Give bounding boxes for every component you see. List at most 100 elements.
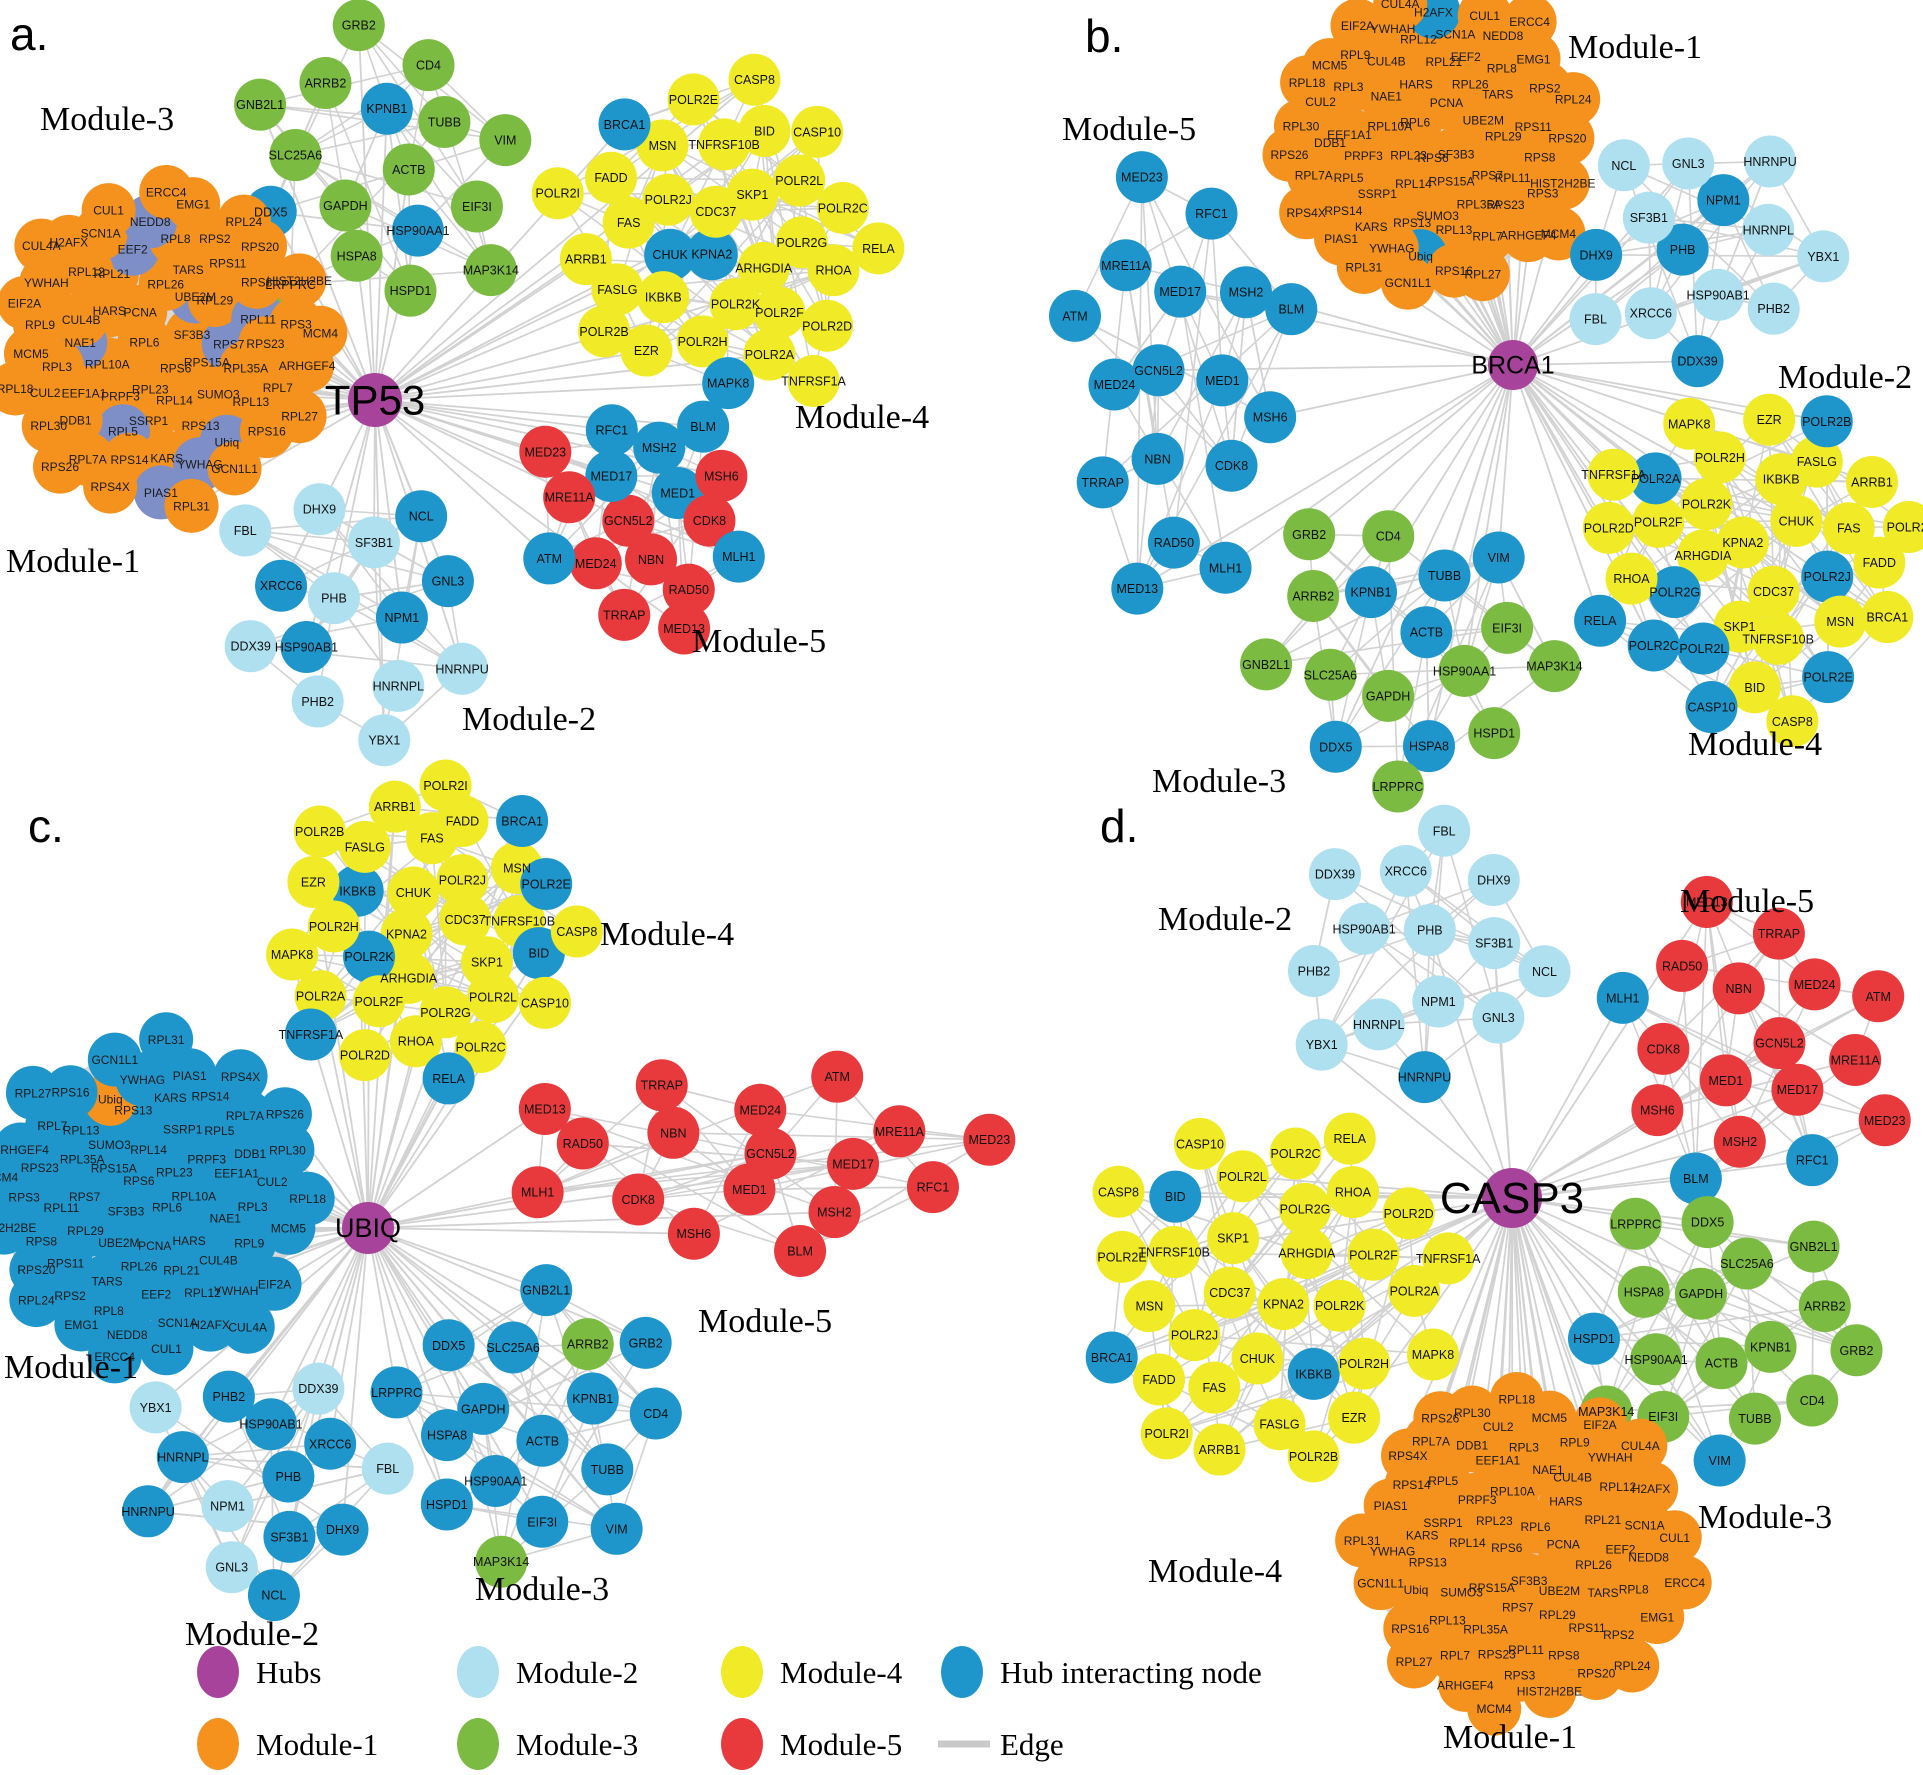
node-POLR2C [454,1021,507,1074]
node-label-YWHAH: YWHAH [1588,1451,1633,1465]
node-label-TUBB: TUBB [428,116,461,130]
node-HSP90AA1 [469,1454,522,1507]
node-label-YWHAG: YWHAG [177,458,222,472]
node-label-SF3B3: SF3B3 [108,1204,145,1218]
node-label-RPS3: RPS3 [280,318,312,332]
node-label-MED24: MED24 [1094,378,1136,392]
node-label-POLR2E: POLR2E [1803,671,1852,685]
edge [1320,870,1407,1045]
node-label-POLR2B: POLR2B [1289,1450,1338,1464]
node-POLR2A [1629,452,1682,505]
node-label-RPS15A: RPS15A [1428,174,1474,188]
node-BRCA1 [1085,1331,1138,1384]
legend-label: Module-4 [780,1655,903,1690]
node-label-POLR2J: POLR2J [645,193,692,207]
node-label-RPL6: RPL6 [1400,116,1430,130]
node-label-RPL18: RPL18 [289,1192,326,1206]
node-GNL3 [1472,991,1525,1044]
panel-letter: c. [28,800,64,852]
node-HSP90AB1 [1338,902,1391,955]
node-label-YWHAH: YWHAH [24,276,69,290]
node-label-POLR2G: POLR2G [1280,1202,1331,1216]
node-CUL1 [139,1321,194,1376]
legend-label: Edge [1000,1727,1064,1762]
node-label-POLR2C: POLR2C [1271,1147,1321,1161]
node-label-RPS26: RPS26 [41,460,79,474]
node-EMG1 [54,1297,109,1352]
hub-edge [367,1227,547,1291]
node-label-MED13: MED13 [1116,582,1158,596]
node-label-TRRAP: TRRAP [1082,476,1124,490]
node-label-MED23: MED23 [524,445,566,459]
node-RPL27 [1455,247,1510,302]
edge [245,529,449,582]
legend-swatch-hub [197,1646,239,1698]
edge [1681,965,1697,1179]
node-label-RPL29: RPL29 [1539,1608,1576,1622]
node-label-RPS2: RPS2 [54,1289,86,1303]
node-label-RPL7: RPL7 [1440,1648,1470,1662]
node-label-RPS23: RPS23 [21,1161,59,1175]
node-label-HNRNPL: HNRNPL [373,679,424,693]
node-label-POLR2G: POLR2G [420,1006,471,1020]
node-label-PHB2: PHB2 [1757,302,1790,316]
edge [1623,164,1769,231]
module-label: Module-3 [1152,763,1286,800]
node-label-HSP90AB1: HSP90AB1 [1333,922,1396,936]
hub-edge [374,399,612,432]
node-label-RPL3: RPL3 [1509,1441,1539,1455]
node-label-MCM4: MCM4 [303,326,339,340]
node-label-RPL3: RPL3 [238,1200,268,1214]
node-label-NBN: NBN [1144,452,1170,466]
node-label-RPL12: RPL12 [68,265,105,279]
node-label-BLM: BLM [787,1244,813,1258]
node-EIF2A [1330,0,1385,53]
node-label-RPS23: RPS23 [246,337,284,351]
edge [495,1343,589,1482]
node-EZR [1328,1391,1381,1444]
node-label-RPL10A: RPL10A [1490,1485,1535,1499]
node-label-MED24: MED24 [739,1103,781,1117]
edge [1230,308,1293,466]
edge [448,1344,608,1471]
node-label-HARS: HARS [1399,77,1432,91]
node-label-DDX5: DDX5 [432,1339,465,1353]
node-label-RHOA: RHOA [1335,1186,1372,1200]
node-GRB2 [619,1316,672,1369]
node-HNRNPU [122,1485,175,1538]
node-label-HSP90AA1: HSP90AA1 [464,1474,527,1488]
node-label-SUMO3: SUMO3 [88,1138,131,1152]
edge [269,24,360,213]
node-label-RPS4X: RPS4X [91,480,130,494]
node-label-RPS23: RPS23 [1487,198,1525,212]
node-label-SF3B1: SF3B1 [1630,211,1668,225]
node-ARRB1 [368,780,421,833]
node-label-GNB2L1: GNB2L1 [1242,658,1290,672]
node-BID [1149,1170,1202,1223]
node-YBX1 [129,1381,182,1434]
node-label-EZR: EZR [634,344,659,358]
node-label-NCL: NCL [409,510,434,524]
node-label-RELA: RELA [1333,1132,1366,1146]
hub-edge [1512,217,1650,366]
node-GRB2 [1830,1324,1883,1377]
node-label-EIF2A: EIF2A [258,1277,291,1291]
node-POLR2E [667,73,720,126]
node-label-NCL: NCL [261,1589,286,1603]
node-label-FADD: FADD [594,171,627,185]
node-GCN1L1 [1353,1556,1408,1611]
node-KPNA2 [1257,1278,1310,1331]
node-label-CUL1: CUL1 [151,1342,182,1356]
node-label-KPNA2: KPNA2 [386,927,427,941]
node-label-ARHGDIA: ARHGDIA [735,261,793,275]
node-HNRNPL [1742,203,1795,256]
node-HSPA8 [421,1409,474,1462]
node-label-SLC25A6: SLC25A6 [486,1341,540,1355]
node-label-RPL21: RPL21 [163,1264,200,1278]
node-label-MED17: MED17 [590,470,632,484]
node-label-ACTB: ACTB [1705,1357,1738,1371]
node-HIST2H2BE [1535,155,1590,210]
node-MED24 [1788,958,1841,1011]
node-label-RPS20: RPS20 [17,1263,55,1277]
hub-edge [1512,364,1770,421]
